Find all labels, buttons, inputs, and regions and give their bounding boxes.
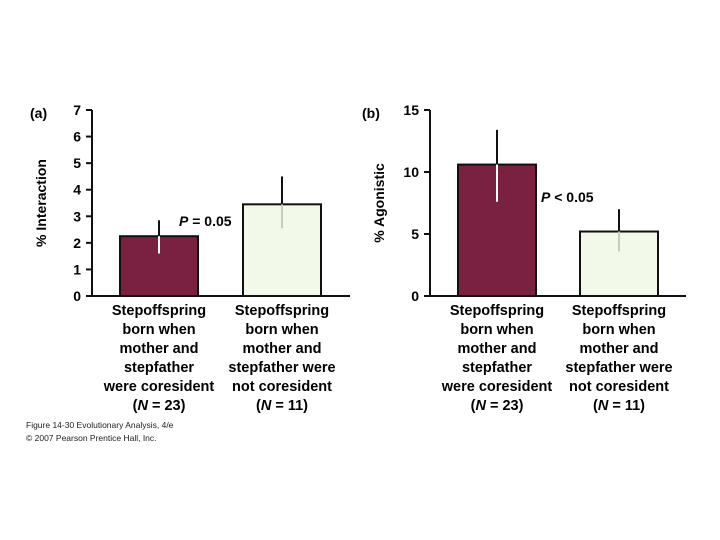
category-label: mother and [120, 341, 199, 357]
y-tick-label: 1 [73, 261, 81, 277]
category-label: mother and [458, 341, 537, 357]
category-label: mother and [580, 341, 659, 357]
category-label: mother and [243, 341, 322, 357]
category-label: Stepoffspring [112, 303, 206, 319]
category-label: stepfather [124, 360, 194, 376]
y-axis-label: % Agonistic [371, 163, 387, 243]
category-label: born when [122, 322, 195, 338]
y-tick-label: 2 [73, 235, 81, 251]
category-label: stepfather were [565, 360, 672, 376]
p-value-annotation: P = 0.05 [179, 213, 232, 229]
category-label: (N = 11) [593, 398, 645, 414]
category-label: Stepoffspring [572, 303, 666, 319]
category-label: not coresident [232, 379, 332, 395]
panel-label: (a) [30, 105, 47, 121]
category-label: born when [245, 322, 318, 338]
y-tick-label: 10 [403, 164, 419, 180]
y-tick-label: 6 [73, 129, 81, 145]
category-label: stepfather were [228, 360, 335, 376]
category-label: (N = 23) [133, 398, 186, 414]
category-label: (N = 23) [471, 398, 524, 414]
y-tick-label: 7 [73, 102, 81, 118]
y-tick-label: 0 [411, 288, 419, 304]
category-label: born when [460, 322, 533, 338]
figure-caption: Figure 14-30 Evolutionary Analysis, 4/e [26, 420, 174, 430]
p-value-annotation: P < 0.05 [541, 189, 594, 205]
category-label: born when [582, 322, 655, 338]
y-axis-label: % Interaction [33, 159, 49, 247]
category-label: Stepoffspring [450, 303, 544, 319]
copyright-caption: © 2007 Pearson Prentice Hall, Inc. [26, 433, 157, 443]
category-label: not coresident [569, 379, 669, 395]
category-label: (N = 11) [256, 398, 308, 414]
panel-label: (b) [362, 105, 380, 121]
category-label: Stepoffspring [235, 303, 329, 319]
y-tick-label: 5 [73, 155, 81, 171]
panel-a: (a) % Interaction 0 1 2 3 4 5 6 7 Stepoffspring bor… [30, 102, 350, 414]
panel-b: (b) % Agonistic 0 5 10 15 Stepoffspring born wh… [362, 102, 686, 414]
category-label: were coresident [103, 379, 215, 395]
category-label: stepfather [462, 360, 532, 376]
y-tick-label: 3 [73, 208, 81, 224]
y-tick-label: 4 [73, 182, 81, 198]
y-tick-label: 15 [403, 102, 419, 118]
category-label: were coresident [441, 379, 553, 395]
y-tick-label: 5 [411, 226, 419, 242]
y-tick-label: 0 [73, 288, 81, 304]
